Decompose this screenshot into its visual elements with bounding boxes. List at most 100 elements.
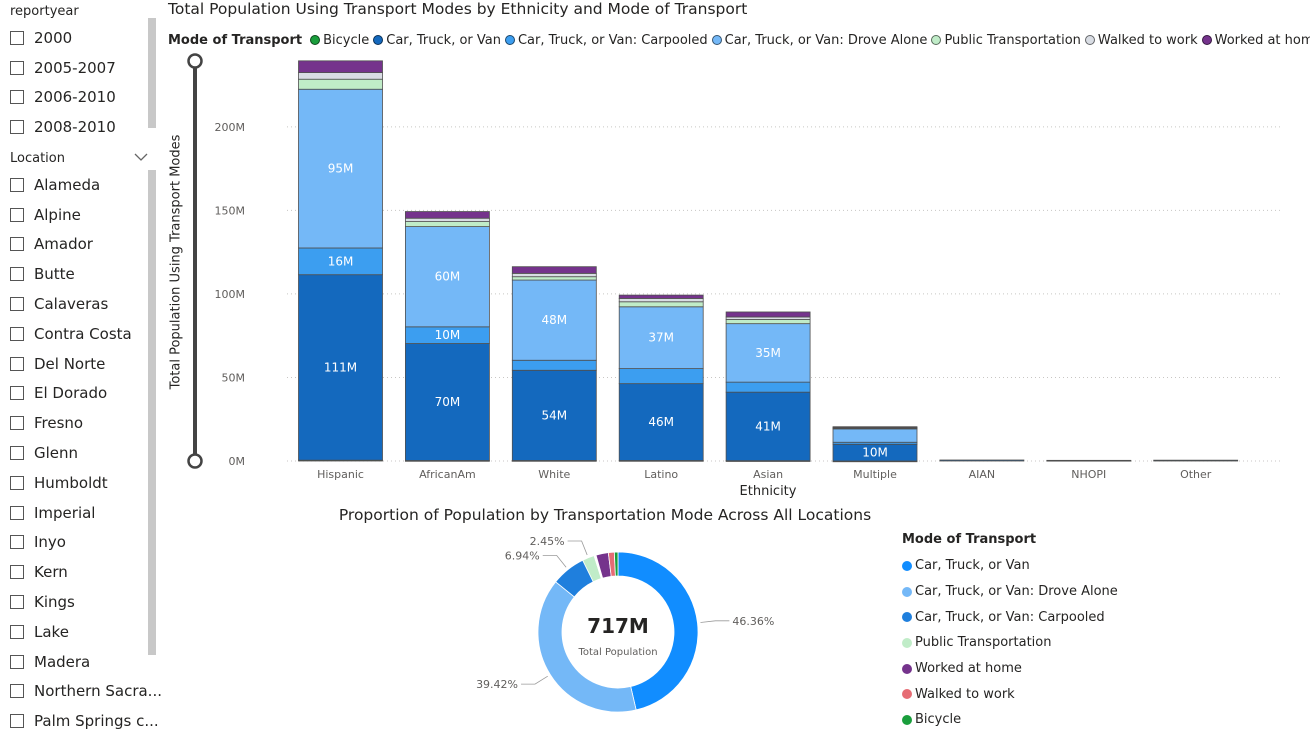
location-item-palm-springs-c[interactable]: Palm Springs c... [10,706,162,736]
checkbox[interactable] [10,624,24,639]
checkbox[interactable] [10,386,24,401]
donut-legend-item-public-transportation[interactable]: Public Transportation [902,630,1118,656]
bar-multiple-car-truck-or-van-drove-alone[interactable] [832,428,918,443]
legend-item-car-truck-or-van-drove-alone[interactable]: Car, Truck, or Van: Drove Alone [711,33,927,48]
location-item-imperial[interactable]: Imperial [10,498,162,528]
bar-hispanic-car-truck-or-van-carpooled[interactable] [298,247,383,276]
bar-africanam-bicycle[interactable] [404,460,490,462]
bar-asian-car-truck-or-van[interactable] [725,391,811,462]
donut-slice-public-transportation[interactable] [582,555,602,583]
checkbox[interactable] [10,30,24,45]
bar-africanam-car-truck-or-van-carpooled[interactable] [404,326,490,344]
checkbox[interactable] [10,505,24,520]
bar-asian-worked-at-home[interactable] [725,311,811,318]
bar-hispanic-walked-to-work[interactable] [298,72,383,80]
donut-legend-item-car-truck-or-van[interactable]: Car, Truck, or Van [902,553,1118,579]
checkbox[interactable] [10,416,24,431]
bar-africanam-car-truck-or-van-drove-alone[interactable] [404,226,490,328]
bar-multiple-car-truck-or-van-carpooled[interactable] [832,441,918,445]
checkbox[interactable] [10,654,24,669]
checkbox[interactable] [10,267,24,282]
bar-white-worked-at-home[interactable] [511,266,597,274]
donut-slice-bicycle[interactable] [613,551,619,577]
checkbox[interactable] [10,177,24,192]
checkbox[interactable] [10,684,24,699]
legend-item-car-truck-or-van[interactable]: Car, Truck, or Van [373,33,501,48]
donut-slice-worked-at-home[interactable] [595,552,612,579]
legend-item-car-truck-or-van-carpooled[interactable]: Car, Truck, or Van: Carpooled [504,33,708,48]
checkbox[interactable] [10,297,24,312]
checkbox[interactable] [10,446,24,461]
checkbox[interactable] [10,207,24,222]
bar-africanam-public-transportation[interactable] [404,221,490,227]
donut-slice-walked-to-work[interactable] [607,551,616,577]
bar-other-car-truck-or-van[interactable] [1153,459,1239,462]
location-item-madera[interactable]: Madera [10,647,162,677]
bar-hispanic-car-truck-or-van[interactable] [298,274,383,461]
legend-item-worked-at-home[interactable]: Worked at home [1201,33,1310,48]
donut-slice-car-truck-or-van-carpooled[interactable] [555,559,594,598]
location-item-glenn[interactable]: Glenn [10,438,162,468]
location-item-humboldt[interactable]: Humboldt [10,468,162,498]
bar-multiple-bicycle[interactable] [832,460,918,463]
location-item-el-dorado[interactable]: El Dorado [10,379,162,409]
bar-asian-public-transportation[interactable] [725,319,811,325]
y-zoom-slider[interactable] [187,53,203,469]
donut-slice-car-truck-or-van[interactable] [617,551,699,711]
bar-multiple-walked-to-work[interactable] [832,427,918,429]
bar-multiple-public-transportation[interactable] [832,427,918,430]
bar-hispanic-bicycle[interactable] [298,459,383,462]
legend-item-public-transportation[interactable]: Public Transportation [931,33,1081,48]
location-item-calaveras[interactable]: Calaveras [10,289,162,319]
bar-white-car-truck-or-van[interactable] [511,369,597,461]
donut-legend-item-worked-at-home[interactable]: Worked at home [902,656,1118,682]
bar-asian-walked-to-work[interactable] [725,316,811,320]
donut-legend-item-car-truck-or-van-carpooled[interactable]: Car, Truck, or Van: Carpooled [902,604,1118,630]
bar-white-car-truck-or-van-drove-alone[interactable] [511,279,597,361]
location-item-kern[interactable]: Kern [10,557,162,587]
location-item-del-norte[interactable]: Del Norte [10,349,162,379]
location-item-northern-sacra[interactable]: Northern Sacra... [10,677,162,707]
bar-latino-car-truck-or-van-carpooled[interactable] [618,368,704,385]
slicer-location-scrollbar[interactable] [148,170,156,655]
checkbox[interactable] [10,356,24,371]
checkbox[interactable] [10,475,24,490]
checkbox[interactable] [10,90,24,105]
donut-slice-walked-to-work[interactable] [593,554,604,580]
checkbox[interactable] [10,237,24,252]
location-item-alpine[interactable]: Alpine [10,200,162,230]
checkbox[interactable] [10,595,24,610]
bar-latino-bicycle[interactable] [618,460,704,462]
slicer-reportyear-scrollbar[interactable] [148,18,156,128]
bar-hispanic-car-truck-or-van-drove-alone[interactable] [298,88,383,249]
checkbox[interactable] [10,120,24,135]
bar-hispanic-worked-at-home[interactable] [298,60,383,73]
bar-hispanic-public-transportation[interactable] [298,78,383,90]
location-item-inyo[interactable]: Inyo [10,528,162,558]
bar-africanam-car-truck-or-van[interactable] [404,343,490,461]
reportyear-item-2008-2010[interactable]: 2008-2010 [10,112,116,142]
bar-latino-public-transportation[interactable] [618,301,704,308]
donut-legend-item-car-truck-or-van-drove-alone[interactable]: Car, Truck, or Van: Drove Alone [902,579,1118,605]
location-item-alameda[interactable]: Alameda [10,170,162,200]
bar-latino-walked-to-work[interactable] [618,298,704,303]
checkbox[interactable] [10,326,24,341]
legend-item-walked-to-work[interactable]: Walked to work [1084,33,1198,48]
bar-white-public-transportation[interactable] [511,276,597,281]
bar-white-bicycle[interactable] [511,460,597,462]
bar-africanam-walked-to-work[interactable] [404,217,490,222]
checkbox[interactable] [10,60,24,75]
bar-nhopi-car-truck-or-van[interactable] [1046,459,1132,462]
bar-asian-car-truck-or-van-drove-alone[interactable] [725,323,811,383]
legend-item-bicycle[interactable]: Bicycle [310,33,369,48]
bar-latino-worked-at-home[interactable] [618,294,704,299]
bar-africanam-worked-at-home[interactable] [404,211,490,219]
chevron-down-icon[interactable] [134,150,148,164]
bar-multiple-worked-at-home[interactable] [832,426,918,428]
bar-white-car-truck-or-van-carpooled[interactable] [511,359,597,371]
zoom-slider-handle-bottom[interactable] [187,453,203,469]
bar-asian-bicycle[interactable] [725,460,811,462]
bar-latino-car-truck-or-van-drove-alone[interactable] [618,306,704,370]
reportyear-item-2005-2007[interactable]: 2005-2007 [10,53,116,83]
location-item-contra-costa[interactable]: Contra Costa [10,319,162,349]
